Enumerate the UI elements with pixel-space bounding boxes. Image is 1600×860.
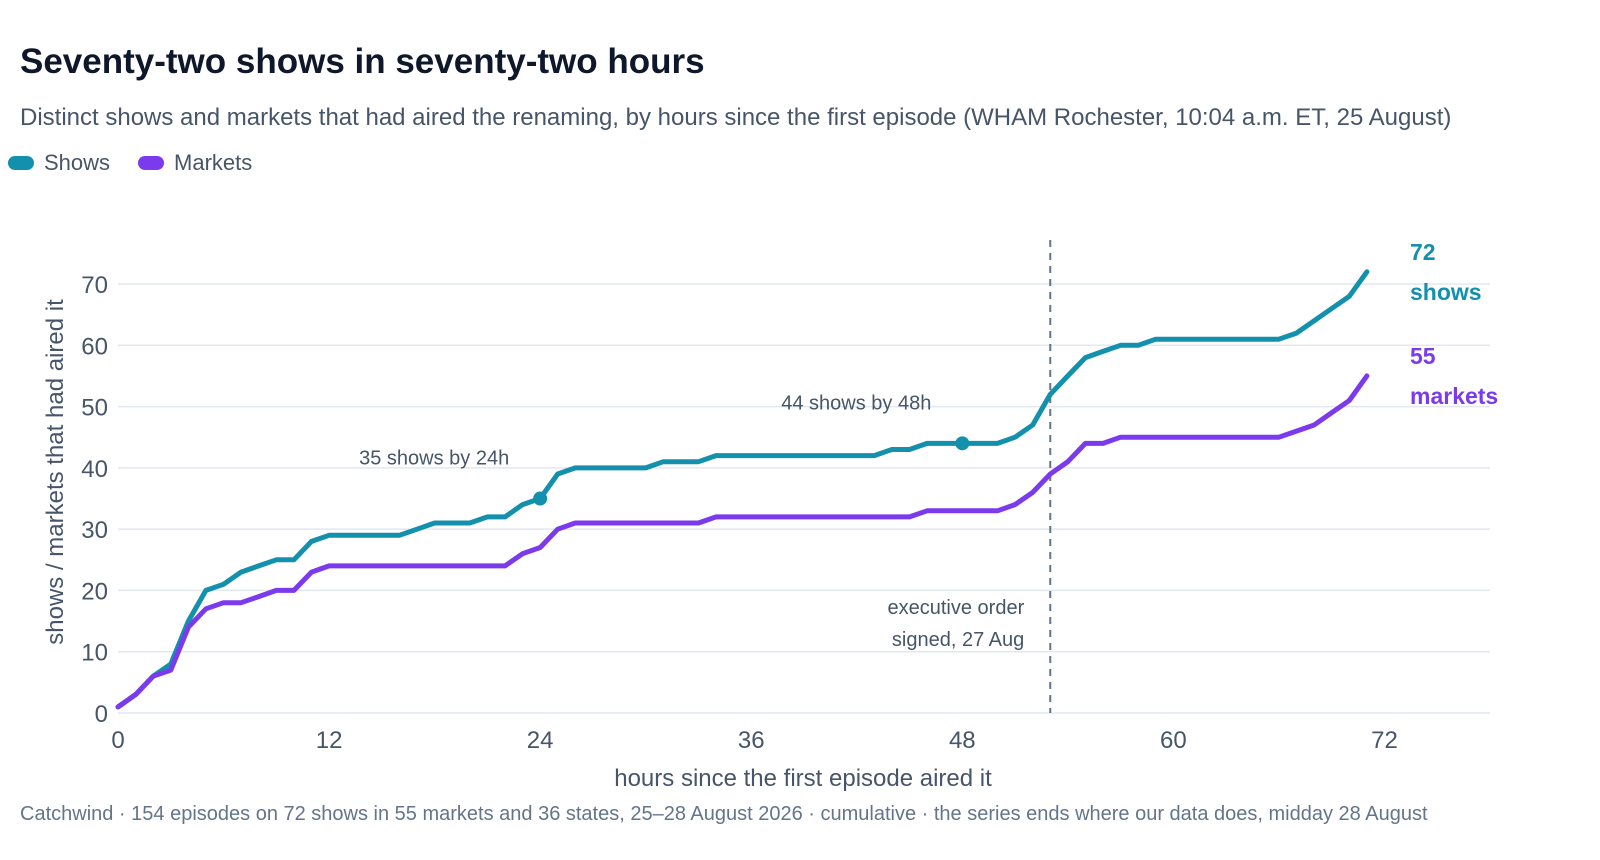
x-tick-label-60: 60 [1160,727,1187,754]
footer-source: Catchwind · 154 episodes on 72 shows in … [20,803,1428,825]
series-layer: 72 shows 55 markets [115,239,1498,710]
legend-item-markets: Markets [138,150,252,176]
y-tick-label-10: 10 [81,640,108,667]
annotation-vline-label-0: executive order [888,597,1025,619]
x-axis-label: hours since the first episode aired it [614,765,992,792]
y-tick-label-30: 30 [81,517,108,544]
legend-swatch-shows [8,156,34,170]
grid-layer [118,283,1490,714]
end-label-markets-0: 55 [1410,343,1436,369]
annotation-vline-label-1: signed, 27 Aug [892,629,1024,651]
end-label-shows-0: 72 [1410,239,1436,265]
x-tick-label-12: 12 [316,727,343,754]
marker-label-0: 35 shows by 24h [359,448,509,470]
legend-swatch-markets [138,156,165,170]
y-tick-label-60: 60 [81,333,108,360]
marker-shows-24 [533,491,548,506]
y-tick-label-0: 0 [95,701,108,728]
marker-label-1: 44 shows by 48h [781,392,931,414]
y-axis-label: shows / markets that had aired it [42,299,69,645]
series-line-shows [115,269,1370,710]
end-label-shows-1: shows [1410,279,1482,305]
y-tick-label-50: 50 [81,395,108,422]
x-tick-label-36: 36 [738,727,765,754]
x-tick-label-24: 24 [527,727,554,754]
legend-label-markets: Markets [174,150,253,175]
y-tick-label-40: 40 [81,456,108,483]
y-tick-label-70: 70 [81,272,108,299]
x-tick-label-0: 0 [111,727,124,754]
legend: Shows Markets [8,150,280,176]
annotation-layer: executive order signed, 27 Aug 35 shows by… [359,240,1052,713]
end-label-markets-1: markets [1410,383,1498,409]
legend-item-shows: Shows [8,150,110,176]
series-line-markets [115,373,1370,710]
axis-layer: hours since the first episode aired it s… [42,272,1398,792]
marker-shows-48 [955,436,970,451]
x-tick-label-72: 72 [1371,727,1398,754]
legend-label-shows: Shows [44,150,111,175]
chart-subtitle: Distinct shows and markets that had aire… [20,104,1452,131]
chart-title: Seventy-two shows in seventy-two hours [20,42,705,81]
x-tick-label-48: 48 [949,727,976,754]
y-tick-label-20: 20 [81,578,108,605]
